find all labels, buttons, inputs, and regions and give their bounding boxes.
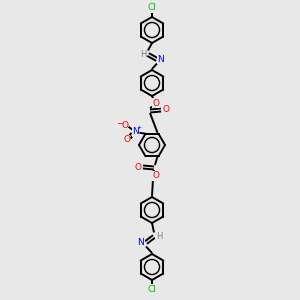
Text: Cl: Cl [148, 4, 156, 13]
Text: O: O [134, 163, 142, 172]
Text: +: + [136, 125, 141, 130]
Text: N: N [138, 238, 144, 247]
Text: H: H [140, 50, 146, 59]
Text: H: H [156, 232, 162, 241]
Text: O: O [152, 98, 160, 107]
Text: N: N [158, 55, 164, 64]
Text: O: O [123, 135, 130, 144]
Text: Cl: Cl [148, 284, 156, 293]
Text: −: − [116, 118, 123, 127]
Text: O: O [152, 172, 160, 181]
Text: O: O [163, 106, 170, 115]
Text: N: N [132, 127, 139, 136]
Text: O: O [121, 121, 128, 130]
